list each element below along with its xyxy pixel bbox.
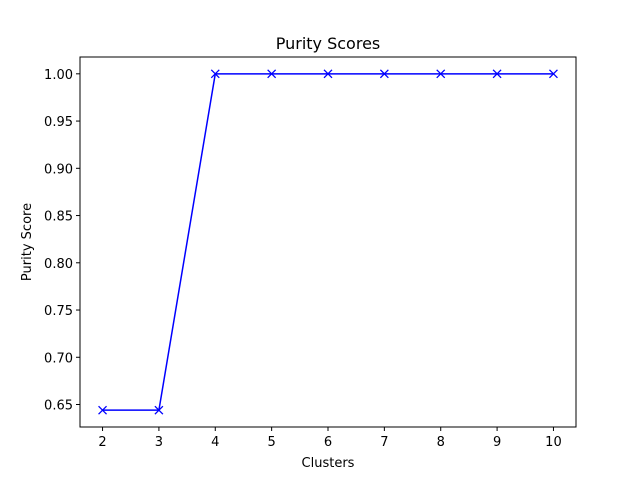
x-axis-label: Clusters [302, 456, 355, 471]
y-axis-ticks: 0.65 0.70 0.75 0.80 0.85 0.90 0.95 1.00 [44, 68, 80, 414]
y-tick-label: 0.90 [44, 162, 73, 177]
marker-stroke [436, 69, 446, 79]
marker-stroke [548, 69, 558, 79]
data-point-marker [492, 69, 502, 79]
y-tick-label: 0.95 [44, 115, 73, 130]
marker-stroke [210, 69, 220, 79]
data-point-marker [98, 405, 108, 415]
series-layer [98, 69, 558, 415]
y-tick-label: 0.75 [44, 304, 73, 319]
x-tick-label: 4 [211, 435, 219, 450]
y-axis-label: Purity Score [20, 203, 35, 281]
marker-stroke [154, 405, 164, 415]
data-point-marker [210, 69, 220, 79]
x-tick-label: 3 [155, 435, 163, 450]
x-axis-ticks: 2 3 4 5 6 7 8 9 10 [98, 427, 562, 450]
data-point-marker [379, 69, 389, 79]
marker-stroke [267, 69, 277, 79]
marker-stroke [323, 69, 333, 79]
y-tick-label: 0.80 [44, 257, 73, 272]
y-tick-label: 1.00 [44, 68, 73, 83]
y-tick-label: 0.65 [44, 399, 73, 414]
marker-stroke [492, 69, 502, 79]
x-tick-label: 5 [267, 435, 275, 450]
data-point-marker [548, 69, 558, 79]
y-tick-label: 0.85 [44, 210, 73, 225]
x-tick-label: 6 [324, 435, 332, 450]
x-tick-label: 8 [437, 435, 445, 450]
marker-stroke [379, 69, 389, 79]
data-point-marker [154, 405, 164, 415]
marker-stroke [98, 405, 108, 415]
data-point-marker [267, 69, 277, 79]
data-point-marker [323, 69, 333, 79]
x-tick-label: 9 [493, 435, 501, 450]
y-tick-label: 0.70 [44, 351, 73, 366]
x-tick-label: 2 [98, 435, 106, 450]
data-point-marker [436, 69, 446, 79]
chart-title: Purity Scores [276, 34, 381, 53]
x-tick-label: 10 [545, 435, 562, 450]
x-tick-label: 7 [380, 435, 388, 450]
